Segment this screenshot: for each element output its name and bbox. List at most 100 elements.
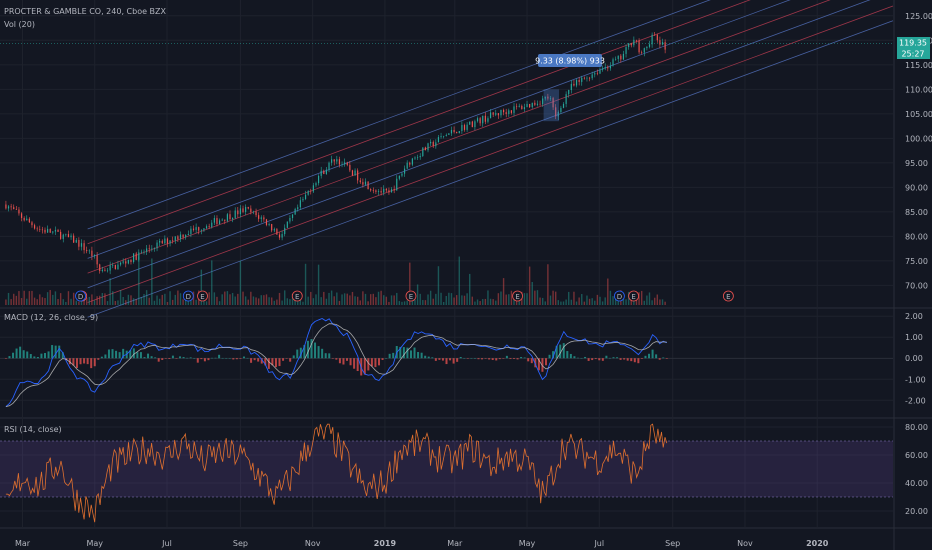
candle-body [164, 238, 166, 244]
macd-histogram-bar [626, 358, 629, 361]
candle-body [75, 239, 77, 243]
candle-body [362, 182, 364, 185]
volume-bar [458, 256, 460, 305]
volume-bar [99, 295, 101, 305]
macd-histogram-bar [257, 358, 260, 362]
rsi-tick-label: 60.00 [905, 451, 928, 460]
macd-histogram-bar [342, 358, 345, 365]
volume-bar [429, 290, 432, 305]
volume-bar [661, 299, 664, 305]
candle-body [86, 250, 88, 252]
trend-channel-line [87, 0, 751, 245]
volume-bar [304, 263, 307, 305]
volume-bar [31, 290, 33, 305]
volume-bar [442, 301, 445, 305]
volume-bar [109, 278, 111, 305]
volume-bar [377, 291, 380, 305]
macd-histogram-bar [637, 358, 640, 364]
macd-histogram-bar [392, 352, 395, 359]
candle-body [159, 240, 161, 243]
candle-body [586, 77, 588, 79]
macd-histogram-bar [598, 358, 601, 361]
volume-bar [523, 293, 526, 305]
candle-body [383, 188, 385, 193]
volume-bar [75, 300, 77, 305]
macd-histogram-bar [452, 358, 455, 364]
candle-body [495, 113, 497, 115]
candle-body [263, 217, 265, 220]
volume-bar [367, 301, 369, 305]
macd-histogram-bar [61, 352, 64, 359]
candle-body [258, 215, 260, 219]
candle-body [445, 134, 447, 136]
volume-bar [450, 293, 453, 305]
macd-histogram-bar [107, 349, 110, 359]
candle-body [659, 40, 661, 45]
macd-histogram-bar [587, 358, 590, 361]
time-tick-label: 2020 [806, 539, 829, 548]
candle-body [130, 259, 132, 262]
volume-bar [396, 292, 398, 305]
volume-bar [153, 300, 156, 305]
volume-bar [132, 298, 135, 305]
candle-body [471, 121, 473, 128]
macd-histogram-bar [282, 358, 285, 361]
candle-body [320, 170, 322, 176]
volume-bar [604, 297, 606, 305]
candle-body [401, 173, 403, 176]
volume-bar [205, 301, 208, 305]
macd-histogram-bar [594, 358, 597, 360]
volume-bar [401, 301, 403, 305]
candle-body [70, 235, 72, 238]
candle-body [489, 112, 492, 119]
dividend-marker [614, 290, 625, 302]
candle-body [513, 106, 515, 113]
macd-histogram-bar [377, 358, 380, 366]
volume-bar [409, 262, 411, 305]
volume-bar [284, 290, 286, 305]
macd-histogram-bar [72, 358, 75, 366]
macd-histogram-bar [473, 358, 476, 359]
macd-histogram-bar [253, 358, 256, 361]
symbol-title[interactable]: PROCTER & GAMBLE CO, 240, Cboe BZX [4, 7, 167, 16]
macd-histogram-bar [331, 358, 334, 359]
volume-label[interactable]: Vol (20) [4, 20, 35, 29]
time-tick-label: Sep [233, 539, 248, 548]
macd-histogram-bar [267, 358, 270, 369]
volume-bar [257, 298, 260, 305]
volume-bar [216, 296, 218, 305]
candle-body [539, 103, 541, 105]
candle-body [390, 189, 393, 193]
macd-histogram-bar [658, 358, 661, 360]
volume-bar [583, 301, 586, 305]
dividend-marker-label: D [78, 293, 83, 301]
candle-body [432, 141, 434, 147]
macd-histogram-bar [58, 345, 61, 359]
trend-channel-line [87, 0, 871, 289]
measure-tooltip: 9.33 (8.98%) 933 [535, 57, 605, 66]
volume-bar [281, 300, 283, 305]
macd-histogram-bar [324, 353, 327, 359]
candle-body [578, 80, 580, 82]
time-tick-label: May [86, 539, 103, 548]
rsi-label[interactable]: RSI (14, close) [4, 425, 62, 434]
volume-bar [565, 299, 567, 305]
price-tick-label: 95.00 [905, 159, 928, 168]
volume-bar [252, 296, 255, 305]
macd-histogram-bar [424, 355, 427, 359]
volume-bar [406, 300, 408, 305]
candle-body [302, 198, 304, 201]
candle-body [234, 210, 236, 218]
candle-body [67, 234, 70, 238]
macd-label[interactable]: MACD (12, 26, close, 9) [4, 313, 99, 322]
time-tick-label: Mar [447, 539, 463, 548]
volume-bar [364, 293, 367, 305]
candle-body [654, 34, 656, 36]
volume-bar [52, 294, 54, 305]
volume-bar [591, 298, 593, 305]
candle-body [552, 98, 554, 108]
volume-bar [5, 299, 7, 305]
candle-body [620, 55, 622, 60]
macd-histogram-bar [505, 355, 508, 359]
